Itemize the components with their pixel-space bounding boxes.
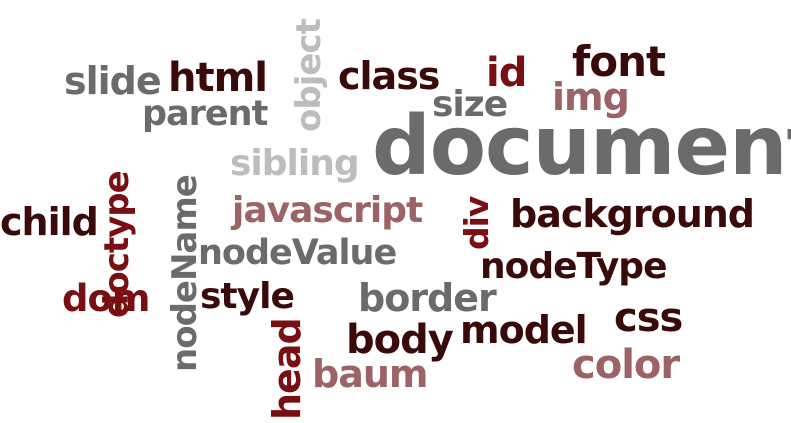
word-id: id xyxy=(486,50,527,96)
word-size: size xyxy=(432,84,508,125)
word-html: html xyxy=(168,55,268,101)
word-nodeValue: nodeValue xyxy=(198,233,397,273)
word-background: background xyxy=(510,192,755,236)
word-dom: dom xyxy=(62,277,150,320)
word-body: body xyxy=(346,317,454,363)
word-child: child xyxy=(0,200,99,244)
word-color: color xyxy=(572,342,680,388)
word-nodeType: nodeType xyxy=(480,246,667,287)
word-head: head xyxy=(265,318,309,420)
word-slide: slide xyxy=(64,59,162,103)
word-model: model xyxy=(460,308,588,352)
word-sibling: sibling xyxy=(230,143,360,184)
word-div: div xyxy=(457,196,496,250)
word-document: document xyxy=(372,99,791,194)
word-baum: baum xyxy=(312,352,428,396)
word-nodeName: nodeName xyxy=(165,175,205,372)
word-parent: parent xyxy=(142,94,268,134)
word-img: img xyxy=(552,75,630,119)
word-object: object xyxy=(289,19,329,132)
word-style: style xyxy=(200,276,295,317)
word-class: class xyxy=(338,54,440,98)
word-font: font xyxy=(572,37,666,86)
word-border: border xyxy=(358,276,497,320)
word-javascript: javascript xyxy=(232,190,423,231)
word-css: css xyxy=(614,295,683,341)
